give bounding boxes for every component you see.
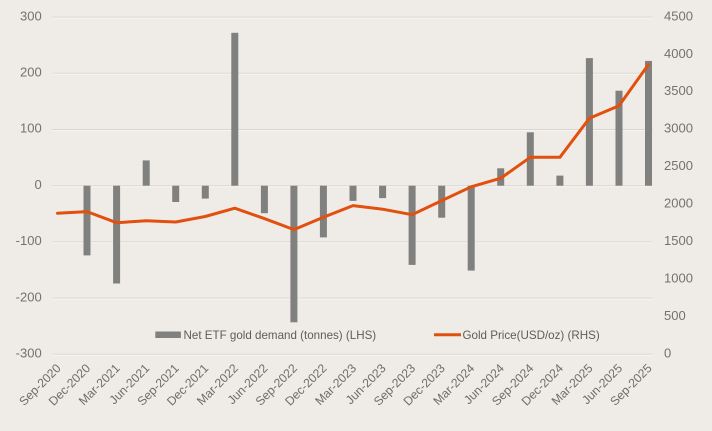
svg-text:-100: -100 xyxy=(16,233,42,248)
svg-text:0: 0 xyxy=(34,177,41,192)
svg-text:3500: 3500 xyxy=(664,83,693,98)
svg-text:200: 200 xyxy=(20,65,42,80)
svg-text:1000: 1000 xyxy=(664,271,693,286)
svg-text:100: 100 xyxy=(20,121,42,136)
svg-text:Gold Price(USD/oz) (RHS): Gold Price(USD/oz) (RHS) xyxy=(463,329,600,342)
svg-text:300: 300 xyxy=(20,8,42,23)
svg-text:0: 0 xyxy=(664,346,671,361)
svg-text:-200: -200 xyxy=(16,289,42,304)
svg-text:Net ETF gold demand (tonnes) (: Net ETF gold demand (tonnes) (LHS) xyxy=(184,329,377,342)
svg-text:2000: 2000 xyxy=(664,196,693,211)
svg-text:4500: 4500 xyxy=(664,8,693,23)
svg-text:500: 500 xyxy=(664,308,686,323)
svg-text:1500: 1500 xyxy=(664,233,693,248)
svg-text:3000: 3000 xyxy=(664,121,693,136)
svg-text:2500: 2500 xyxy=(664,158,693,173)
svg-text:-300: -300 xyxy=(16,346,42,361)
svg-text:4000: 4000 xyxy=(664,46,693,61)
